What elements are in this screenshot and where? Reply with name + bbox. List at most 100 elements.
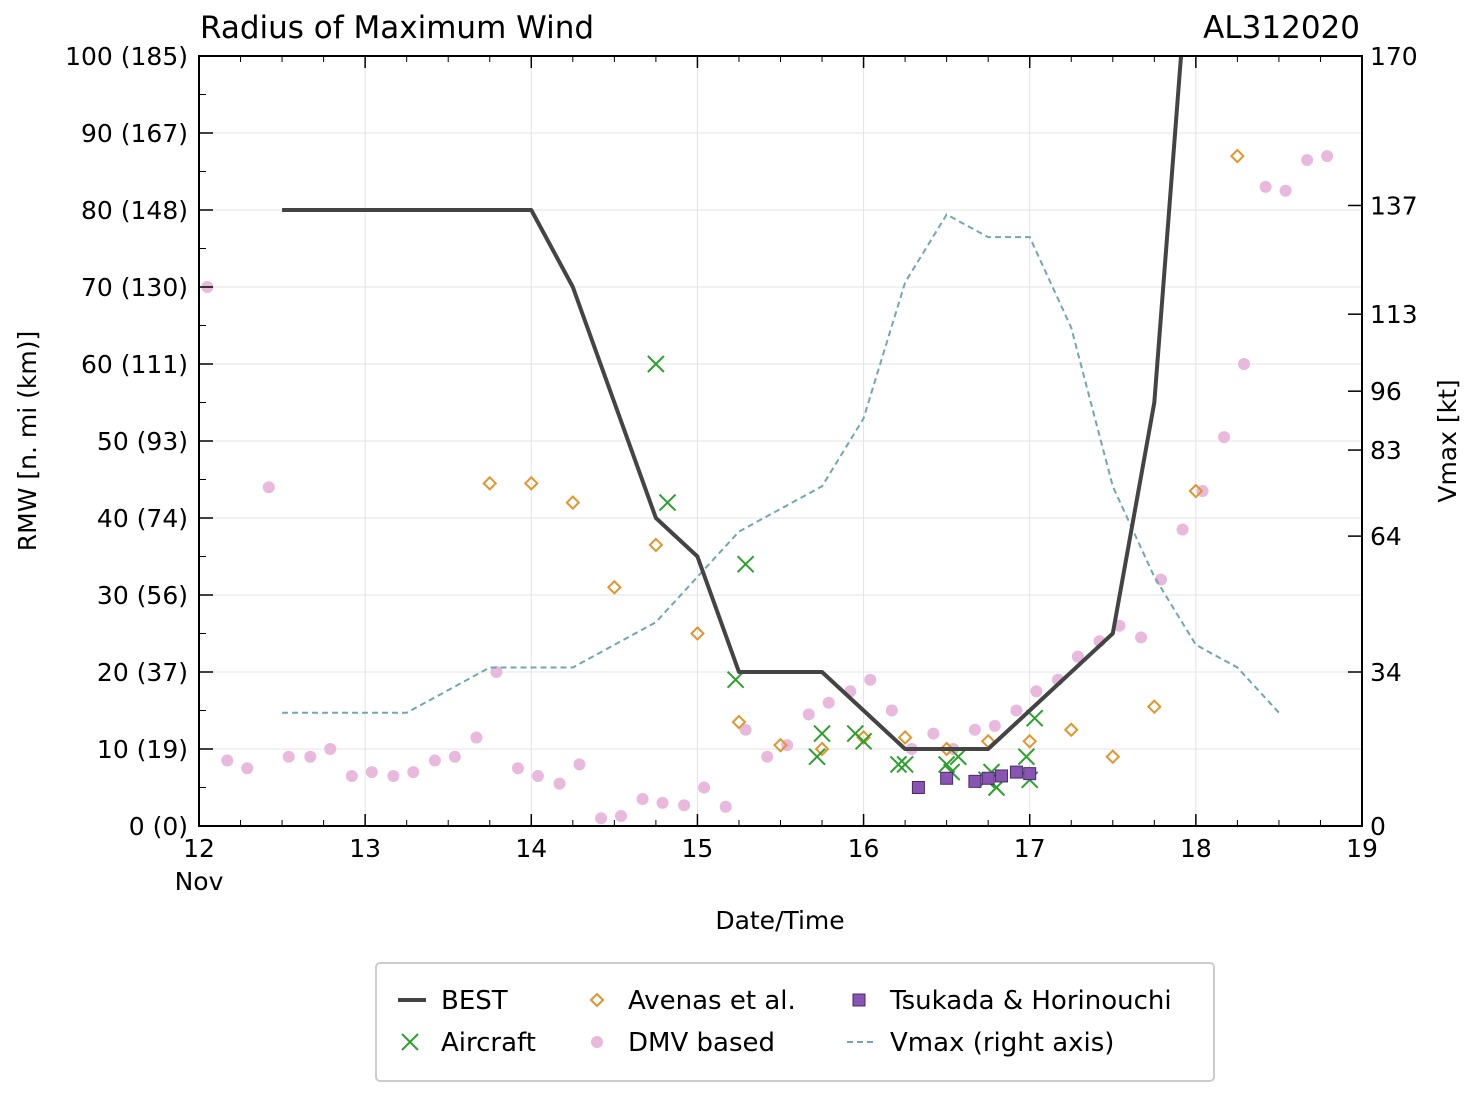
series-aircraft-point	[813, 724, 831, 743]
x-month-label: Nov	[175, 867, 224, 896]
series-avenas-et-al-point	[814, 741, 830, 757]
series-avenas-et-al-point	[482, 475, 498, 491]
series-dmv-based-point	[573, 758, 586, 771]
series-dmv-based-point	[822, 696, 835, 709]
series-dmv-based-point	[988, 719, 1001, 732]
series-dmv-based-point	[885, 704, 898, 717]
x-tick-label: 16	[848, 834, 880, 863]
series-aircraft-point	[808, 747, 826, 766]
y2-axis-label: Vmax [kt]	[1433, 379, 1462, 502]
y2-tick-label: 137	[1370, 191, 1418, 220]
legend-swatch-aircraft	[401, 1033, 419, 1051]
series-dmv-based-point	[345, 769, 358, 782]
series-dmv-based-point	[864, 673, 877, 686]
y-tick-label: 0 (0)	[129, 812, 188, 841]
x-tick-label: 19	[1346, 834, 1378, 863]
series-tsukada-horinouchi-point	[1023, 767, 1037, 781]
series-dmv-based-point	[1279, 184, 1292, 197]
y-tick-label: 50 (93)	[97, 427, 188, 456]
series-vmax-right-axis-line	[282, 213, 1280, 714]
series-avenas-et-al-point	[606, 579, 622, 595]
x-tick-label: 18	[1180, 834, 1212, 863]
series-dmv-based-point	[1135, 631, 1148, 644]
y-tick-label: 70 (130)	[81, 273, 188, 302]
series-tsukada-horinouchi-point	[981, 771, 995, 785]
series-avenas-et-al-point	[1146, 699, 1162, 715]
y2-tick-label: 113	[1370, 300, 1418, 329]
series-dmv-based-point	[1071, 650, 1084, 663]
legend-label-tsukada-horinouchi: Tsukada & Horinouchi	[889, 986, 1172, 1016]
y2-tick-label: 64	[1370, 522, 1402, 551]
y-tick-label: 10 (19)	[97, 735, 188, 764]
legend-swatch-avenas-et-al	[589, 992, 605, 1008]
series-aircraft-point	[896, 755, 914, 774]
series-dmv-based-point	[407, 766, 420, 779]
y2-tick-label: 170	[1370, 42, 1418, 71]
y2-tick-label: 34	[1370, 658, 1402, 687]
legend: BEST Aircraft Avenas et al. DMV based Tsukad…	[375, 962, 1215, 1082]
series-aircraft-point	[736, 555, 755, 573]
series-dmv-based-point	[387, 769, 400, 782]
series-dmv-based-point	[1218, 431, 1231, 444]
series-dmv-based-point	[1176, 523, 1189, 536]
y-tick-label: 40 (74)	[97, 504, 188, 533]
series-avenas-et-al-point	[1022, 733, 1038, 749]
axes: 12 13 14 15 16 17 18 19 0 (0) 10 (19) 20 (37) 30 (5…	[65, 42, 1418, 863]
series-avenas-et-al-point	[1188, 483, 1204, 499]
x-tick-label: 13	[349, 834, 381, 863]
series-aircraft-point	[854, 732, 873, 751]
series-dmv-based-point	[365, 766, 378, 779]
series-dmv-based-point	[719, 800, 732, 813]
series-dmv-based-point	[1030, 685, 1043, 698]
series-aircraft-point	[889, 755, 908, 774]
legend-swatch-tsukada-horinouchi	[852, 993, 866, 1007]
series-dmv-based-point	[490, 666, 503, 678]
series-tsukada-horinouchi-point	[911, 781, 925, 794]
series-dmv-based-point	[221, 754, 234, 767]
legend-frame	[375, 962, 1215, 1082]
series-avenas-et-al-point	[523, 475, 539, 491]
series-dmv-based-point	[262, 481, 275, 494]
legend-label-best: BEST	[441, 986, 508, 1016]
series-best-line	[282, 56, 1184, 751]
legend-swatch-dmv-based	[591, 1036, 603, 1048]
series-aircraft-point	[937, 755, 956, 774]
series-aircraft-point	[1017, 747, 1036, 766]
series-avenas-et-al-point	[731, 714, 747, 730]
legend-label-vmax-right-axis: Vmax (right axis)	[890, 1028, 1114, 1058]
series-dmv-based-point	[1301, 153, 1314, 166]
storm-id: AL312020	[1203, 10, 1360, 46]
series-dmv-based-point	[698, 781, 711, 794]
series-aircraft-point	[726, 670, 745, 689]
series-dmv-based-point	[531, 769, 544, 782]
series-avenas-et-al-point	[773, 737, 788, 753]
y-tick-label: 90 (167)	[81, 119, 188, 148]
legend-label-avenas-et-al: Avenas et al.	[628, 986, 796, 1016]
chart-title: Radius of Maximum Wind	[200, 10, 594, 46]
series-dmv-based-point	[595, 812, 608, 825]
series-dmv-based-point	[304, 750, 317, 763]
y2-tick-label: 83	[1370, 436, 1402, 465]
series-avenas-et-al-point	[1063, 722, 1079, 738]
series-dmv-based-point	[761, 750, 774, 763]
y-tick-label: 80 (148)	[81, 196, 188, 225]
series-dmv-based-point	[968, 723, 981, 736]
y2-tick-label: 96	[1370, 377, 1402, 406]
legend-label-aircraft: Aircraft	[441, 1028, 536, 1058]
series-layer	[201, 56, 1334, 825]
series-dmv-based-point	[511, 762, 524, 775]
series-aircraft-point	[949, 747, 967, 766]
series-avenas-et-al-point	[648, 537, 664, 553]
series-avenas-et-al-point	[565, 495, 581, 511]
series-avenas-et-al-point	[690, 626, 705, 641]
series-dmv-based-point	[553, 777, 566, 790]
legend-label-dmv-based: DMV based	[628, 1028, 775, 1058]
y-tick-label: 30 (56)	[97, 581, 188, 610]
series-dmv-based-point	[428, 754, 441, 767]
series-tsukada-horinouchi-point	[940, 771, 954, 785]
series-dmv-based-point	[1321, 150, 1334, 163]
y-tick-label: 60 (111)	[81, 350, 188, 379]
series-dmv-based-point	[656, 796, 669, 809]
series-avenas-et-al-point	[1229, 148, 1245, 164]
